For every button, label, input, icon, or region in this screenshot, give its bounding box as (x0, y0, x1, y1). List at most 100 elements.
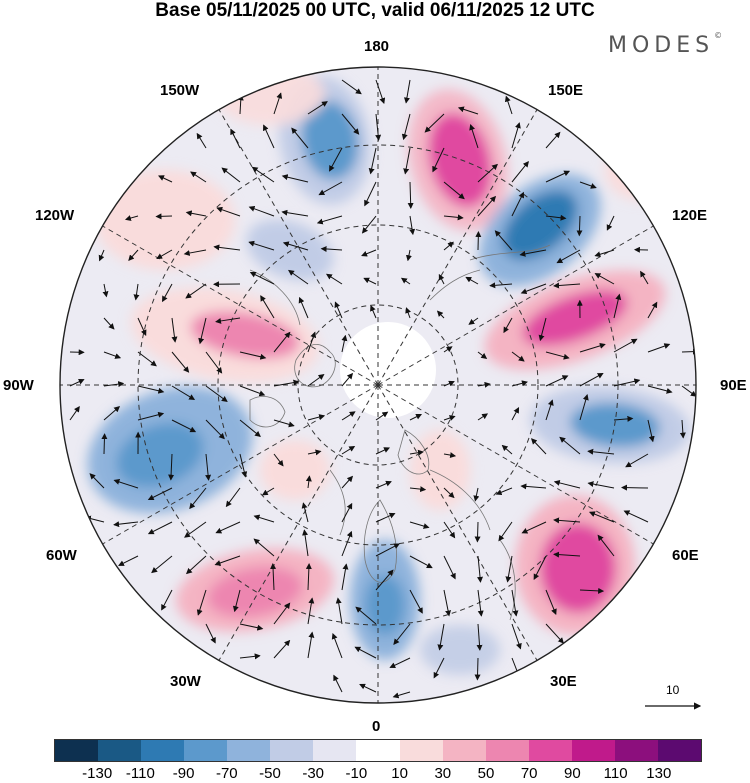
colorbar-swatch (184, 740, 228, 761)
wind-vector (185, 210, 207, 217)
wind-vector (613, 415, 634, 422)
wind-vector (511, 589, 519, 617)
wind-vector (443, 589, 452, 617)
colorbar-label: -130 (82, 765, 113, 782)
colorbar-swatch (98, 740, 142, 761)
wind-vector (375, 512, 396, 523)
wind-vector (587, 448, 615, 455)
wind-vector (329, 147, 343, 172)
wind-vector (305, 563, 312, 591)
wind-vector (474, 521, 481, 543)
wind-vector (190, 171, 207, 183)
wind-vector (282, 241, 309, 251)
anomaly-pos-minor (605, 140, 675, 200)
colorbar-label: -90 (172, 765, 195, 782)
lon-label-150e: 150E (548, 82, 584, 99)
wind-vector (511, 623, 522, 650)
colorbar-label: 130 (646, 765, 672, 782)
wind-vector (335, 597, 343, 625)
wind-vector (355, 606, 377, 625)
wind-vector (438, 273, 445, 285)
wind-vector (183, 249, 207, 256)
anomaly-pos-minor (410, 430, 470, 510)
wind-vector (503, 317, 513, 334)
wind-vector (133, 283, 140, 301)
wind-vector (253, 538, 275, 557)
wind-vector (409, 555, 433, 569)
wind-vector (307, 414, 326, 421)
wind-vector (341, 502, 353, 523)
meridian-line (102, 225, 379, 386)
wind-vector (389, 657, 411, 668)
wind-vector (307, 101, 328, 115)
colorbar-swatch (270, 740, 314, 761)
wind-vector (103, 406, 121, 421)
wind-vector (361, 215, 377, 234)
wind-vector (679, 419, 686, 439)
wind-vector (101, 433, 108, 455)
wind-vector (184, 521, 207, 538)
wind-vector (587, 481, 615, 489)
wind-vector (307, 449, 322, 456)
wind-vector (647, 301, 658, 319)
wind-vector (89, 473, 105, 489)
wind-vector (239, 419, 261, 438)
wind-vector (168, 453, 175, 481)
logo-text: MODES (608, 33, 715, 58)
wind-vector (520, 483, 547, 490)
colorbar-swatch (528, 740, 572, 761)
colorbar (54, 739, 702, 762)
colorbar-label: -10 (345, 765, 368, 782)
wind-vector (511, 380, 528, 387)
wind-vector (215, 521, 241, 534)
wind-vector (205, 623, 216, 644)
wind-vector (318, 181, 343, 196)
wind-vector (341, 372, 354, 387)
wind-vector (443, 346, 453, 353)
wind-vector (98, 249, 105, 262)
wind-vector (436, 310, 445, 319)
wind-vector (370, 305, 377, 319)
wind-vector (375, 79, 386, 105)
colorbar-label: 110 (603, 765, 628, 782)
wind-vector (198, 317, 207, 345)
wind-vector (239, 653, 261, 660)
wind-vector (325, 273, 343, 285)
wind-vector (230, 128, 241, 149)
wind-vector (273, 602, 291, 625)
colorbar-label: 10 (391, 765, 408, 782)
wind-vector (341, 530, 353, 557)
latitude-circle (297, 304, 459, 466)
wind-vector (613, 293, 622, 319)
wind-vector (189, 487, 207, 510)
wind-vector (341, 113, 360, 135)
anomaly-pos-135W (95, 170, 235, 270)
wind-vector (359, 683, 377, 693)
wind-vector (498, 521, 513, 542)
colorbar-swatch (657, 740, 701, 761)
wind-vector (213, 244, 241, 251)
wind-vector (196, 132, 207, 149)
wind-vector (341, 475, 354, 489)
wind-vector (579, 394, 589, 421)
wind-vector (273, 453, 284, 467)
meridian-line (377, 109, 538, 386)
wind-vector (341, 79, 362, 95)
colorbar-swatch (614, 740, 658, 761)
meridian-line (218, 384, 379, 661)
colorbar-label: -30 (302, 765, 325, 782)
map-title: Base 05/11/2025 00 UTC, valid 06/11/2025… (155, 0, 595, 21)
wind-vector (511, 351, 525, 362)
wind-vector (341, 445, 356, 455)
wind-vector (185, 283, 207, 299)
wind-vector (443, 415, 456, 421)
anomaly-neg-15E (365, 575, 405, 635)
wind-vector (215, 317, 241, 324)
wind-vector (307, 331, 317, 353)
meridian-line (377, 384, 654, 545)
lon-label-150w: 150W (160, 82, 200, 99)
wind-vector (103, 317, 115, 330)
wind-vector (147, 487, 173, 500)
colorbar-label: -110 (125, 765, 155, 782)
wind-vector (291, 127, 309, 149)
